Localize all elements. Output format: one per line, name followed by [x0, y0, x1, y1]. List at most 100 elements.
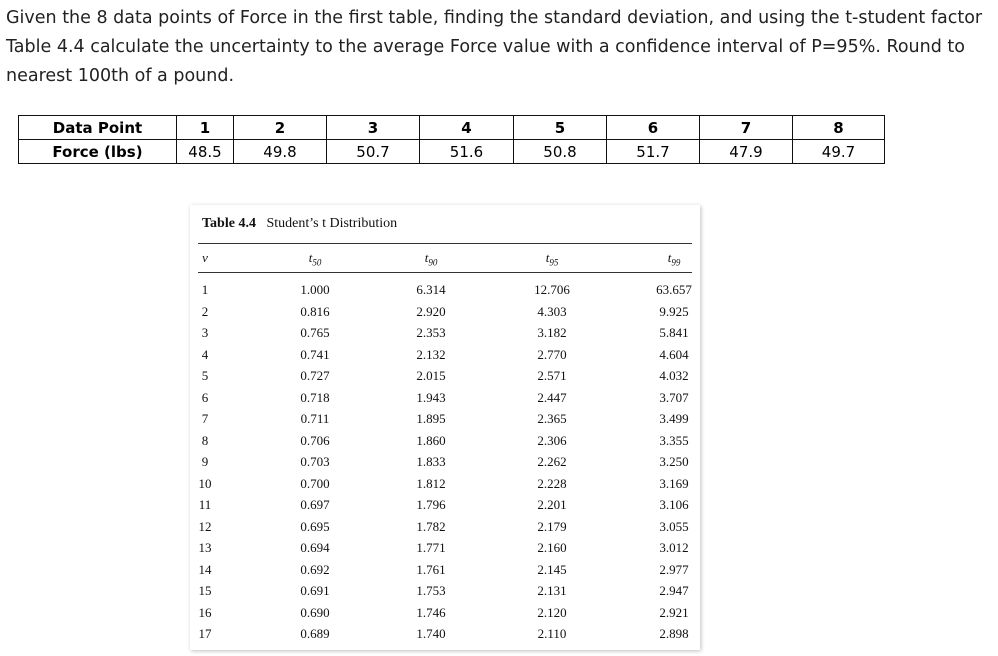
- header-symbol: t: [424, 250, 429, 265]
- cell: 2: [201, 303, 209, 319]
- cell: 1.812: [416, 475, 446, 491]
- cell: 3.012: [659, 540, 689, 555]
- question: Given the 8 data points of Force in the …: [6, 8, 983, 86]
- column-header: t99: [668, 250, 681, 268]
- column-header: t50: [309, 250, 322, 268]
- cell: 2.132: [416, 346, 446, 362]
- cell: 7: [201, 411, 209, 426]
- column-header: ν: [202, 250, 208, 266]
- cell: 7: [699, 115, 793, 140]
- cell: 14: [198, 561, 212, 577]
- cell: 2.920: [416, 303, 446, 319]
- cell: 6: [201, 389, 209, 405]
- cell: 1: [201, 282, 209, 297]
- cell: 16: [198, 604, 212, 620]
- cell: 3: [201, 325, 209, 340]
- cell: 0.695: [300, 518, 330, 534]
- cell: 2.110: [537, 626, 567, 641]
- cell: 4.032: [659, 368, 689, 383]
- cell: 0.700: [300, 475, 330, 491]
- cell: 49.8: [233, 139, 327, 164]
- cell: 1.895: [416, 411, 446, 426]
- cell: 3.182: [537, 325, 567, 340]
- cell: 12.706: [534, 282, 570, 297]
- cell: 1.860: [416, 432, 446, 448]
- row: Force (lbs) 48.5 49.8 50.7 51.6 50.8 51.7 47.9 4…: [18, 139, 885, 164]
- cell: 0.718: [300, 389, 330, 405]
- cell: 1: [176, 115, 234, 140]
- cell: 4: [419, 115, 514, 140]
- cell: 1.746: [416, 604, 446, 620]
- cell: 0.694: [300, 540, 330, 555]
- cell: 3.250: [659, 454, 689, 469]
- cell: 10: [198, 475, 212, 491]
- cell: 3.499: [659, 411, 689, 426]
- data-table: Data Point 1 2 3 4 5 6 7 8 Force (lbs) 48.5 49.8 50.…: [18, 115, 885, 164]
- cell: 0.703: [300, 454, 330, 469]
- cell: 2.015: [416, 368, 446, 383]
- cell: 2.306: [537, 432, 567, 448]
- cell: 0.690: [300, 604, 330, 620]
- column-header: t95: [546, 250, 559, 268]
- cell: 2.898: [659, 626, 689, 641]
- cell: 2.770: [537, 346, 567, 362]
- cell: 12: [198, 518, 212, 534]
- cell: 8: [792, 115, 885, 140]
- cell: 0.689: [300, 626, 330, 641]
- cell: 51.6: [419, 139, 514, 164]
- cell: 49.7: [792, 139, 885, 164]
- header-subscript: 50: [312, 257, 322, 268]
- cell: 2.179: [537, 518, 567, 534]
- cell: 1.753: [416, 583, 446, 598]
- cell: 0.697: [300, 497, 330, 512]
- header-subscript: 90: [428, 257, 438, 268]
- cell: 1.943: [416, 389, 446, 405]
- cell: 3.355: [659, 432, 689, 448]
- cell: 2.365: [537, 411, 567, 426]
- cell: 1.740: [416, 626, 446, 641]
- cell: 0.691: [300, 583, 330, 598]
- cell: 47.9: [699, 139, 793, 164]
- cell: 2.120: [537, 604, 567, 620]
- cell: 2.201: [537, 497, 567, 512]
- cell: 1.796: [416, 497, 446, 512]
- cell: 9.925: [659, 303, 689, 319]
- cell: 2.131: [537, 583, 567, 598]
- rule: [198, 272, 692, 273]
- table-title: Table 4.4: [202, 216, 256, 231]
- cell: 0.816: [300, 303, 330, 319]
- cell: 51.7: [606, 139, 700, 164]
- header-symbol: t: [308, 250, 313, 265]
- cell: 6.314: [416, 282, 446, 297]
- cell: 15: [198, 583, 212, 598]
- cell: 5: [201, 368, 209, 383]
- cell: 17: [198, 626, 212, 641]
- cell: 13: [198, 540, 212, 555]
- cell: 0.741: [300, 346, 330, 362]
- cell: 4.303: [537, 303, 567, 319]
- cell: 9: [201, 454, 209, 469]
- header-symbol: ν: [202, 250, 208, 265]
- cell: 6: [606, 115, 700, 140]
- cell: 0.692: [300, 561, 330, 577]
- cell: 5.841: [659, 325, 689, 340]
- cell: 2.947: [659, 583, 689, 598]
- cell: 1.771: [416, 540, 446, 555]
- cell: 3.106: [659, 497, 689, 512]
- cell: 2.262: [537, 454, 567, 469]
- cell: 2.447: [537, 389, 567, 405]
- cell: 2.571: [537, 368, 567, 383]
- header-subscript: 95: [549, 257, 559, 268]
- cell: 2.145: [537, 561, 567, 577]
- cell: 11: [198, 497, 212, 512]
- cell: 0.706: [300, 432, 330, 448]
- cell: Force (lbs): [18, 139, 177, 164]
- cell: 4.604: [659, 346, 689, 362]
- cell: 3.169: [659, 475, 689, 491]
- cell: 3.707: [659, 389, 689, 405]
- cell: 50.8: [513, 139, 607, 164]
- cell: 2: [233, 115, 327, 140]
- cell: 1.000: [300, 282, 330, 297]
- cell: 1.833: [416, 454, 446, 469]
- cell: 0.711: [300, 411, 330, 426]
